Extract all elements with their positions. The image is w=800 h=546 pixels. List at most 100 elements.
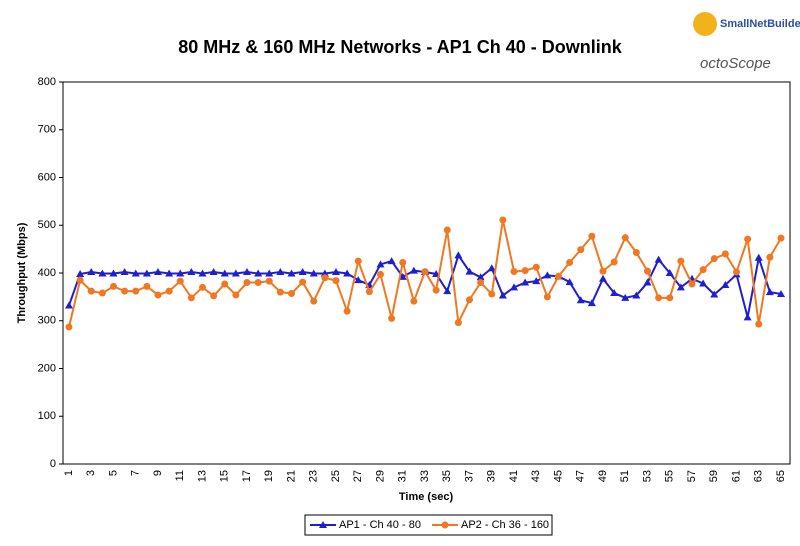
x-tick-label: 7 xyxy=(130,470,142,476)
data-point xyxy=(410,297,418,305)
data-point xyxy=(387,257,396,265)
data-point xyxy=(755,320,763,328)
data-point xyxy=(365,288,373,296)
data-point xyxy=(599,274,607,282)
data-point xyxy=(521,278,530,286)
data-point xyxy=(65,323,73,331)
data-point xyxy=(243,279,251,287)
data-point xyxy=(131,269,140,277)
y-tick-label: 0 xyxy=(50,458,56,470)
x-tick-label: 65 xyxy=(775,470,787,482)
data-point xyxy=(543,271,552,279)
logo: SmallNetBuilder octoScope xyxy=(693,12,800,72)
data-point xyxy=(210,292,218,300)
data-point xyxy=(488,290,496,298)
legend xyxy=(304,514,553,536)
data-point xyxy=(454,251,463,259)
data-point xyxy=(165,269,174,277)
data-point xyxy=(377,270,384,278)
data-point xyxy=(332,268,340,276)
data-point xyxy=(655,294,663,302)
data-point xyxy=(621,234,629,242)
data-point xyxy=(209,268,218,276)
x-tick-label: 35 xyxy=(441,470,453,482)
data-point xyxy=(265,277,273,285)
data-point xyxy=(643,278,652,286)
data-point xyxy=(688,280,696,288)
x-tick-label: 47 xyxy=(575,470,587,482)
data-point xyxy=(254,269,263,277)
data-point xyxy=(87,268,96,276)
data-point xyxy=(632,291,641,299)
data-point xyxy=(677,257,685,265)
x-tick-label: 27 xyxy=(352,470,364,482)
data-point xyxy=(465,267,474,275)
data-point xyxy=(176,277,184,285)
x-tick-label: 53 xyxy=(641,470,653,482)
data-point xyxy=(421,268,429,276)
data-point xyxy=(187,294,195,302)
data-point xyxy=(321,274,329,282)
x-tick-label: 25 xyxy=(330,470,342,482)
x-tick-label: 39 xyxy=(486,470,498,482)
data-point xyxy=(721,250,729,258)
y-tick-label: 600 xyxy=(38,171,56,183)
x-tick-label: 57 xyxy=(686,470,698,482)
x-tick-label: 61 xyxy=(730,470,742,482)
data-point xyxy=(310,297,318,305)
data-point xyxy=(576,296,585,304)
data-point xyxy=(443,287,452,295)
data-point xyxy=(532,277,541,285)
data-point xyxy=(298,268,307,276)
data-point xyxy=(132,287,140,295)
data-point xyxy=(498,291,507,299)
data-point xyxy=(710,255,718,263)
data-point xyxy=(232,291,240,299)
data-point xyxy=(666,294,674,302)
data-point xyxy=(65,301,73,309)
x-tick-label: 45 xyxy=(552,470,564,482)
data-point xyxy=(87,287,95,295)
x-tick-label: 9 xyxy=(152,470,164,476)
data-point xyxy=(532,263,540,271)
x-tick-label: 63 xyxy=(753,470,765,482)
x-tick-label: 55 xyxy=(664,470,676,482)
data-point xyxy=(221,280,229,288)
x-tick-label: 49 xyxy=(597,470,609,482)
data-point xyxy=(376,260,385,268)
y-tick-label: 700 xyxy=(38,124,56,136)
y-tick-label: 300 xyxy=(38,315,56,327)
data-point xyxy=(187,268,196,276)
x-tick-label: 21 xyxy=(285,470,297,482)
x-tick-label: 43 xyxy=(530,470,542,482)
data-point xyxy=(265,269,274,277)
x-tick-label: 3 xyxy=(85,470,97,476)
x-tick-label: 11 xyxy=(174,470,186,481)
data-point xyxy=(288,290,295,298)
data-point xyxy=(777,234,785,242)
legend-label: AP1 - Ch 40 - 80 xyxy=(339,519,421,531)
data-point xyxy=(354,276,363,284)
data-point xyxy=(743,313,752,321)
data-point xyxy=(621,293,630,301)
legend-label: AP2 - Ch 36 - 160 xyxy=(461,519,549,531)
data-point xyxy=(354,257,362,265)
data-point xyxy=(476,273,485,281)
data-point xyxy=(143,282,151,290)
data-point xyxy=(466,296,473,304)
data-point xyxy=(543,293,551,301)
data-point xyxy=(276,288,284,296)
data-point xyxy=(98,269,107,277)
data-point xyxy=(644,267,651,275)
data-point xyxy=(565,278,574,286)
data-point xyxy=(599,267,607,275)
data-point xyxy=(588,232,596,240)
data-point xyxy=(121,287,129,295)
data-point xyxy=(343,269,352,277)
x-tick-label: 1 xyxy=(63,470,75,476)
y-axis-label: Throughput (Mbps) xyxy=(16,222,28,323)
data-point xyxy=(487,264,496,272)
data-point xyxy=(510,283,518,291)
data-point xyxy=(443,226,451,234)
x-tick-label: 37 xyxy=(463,470,475,482)
